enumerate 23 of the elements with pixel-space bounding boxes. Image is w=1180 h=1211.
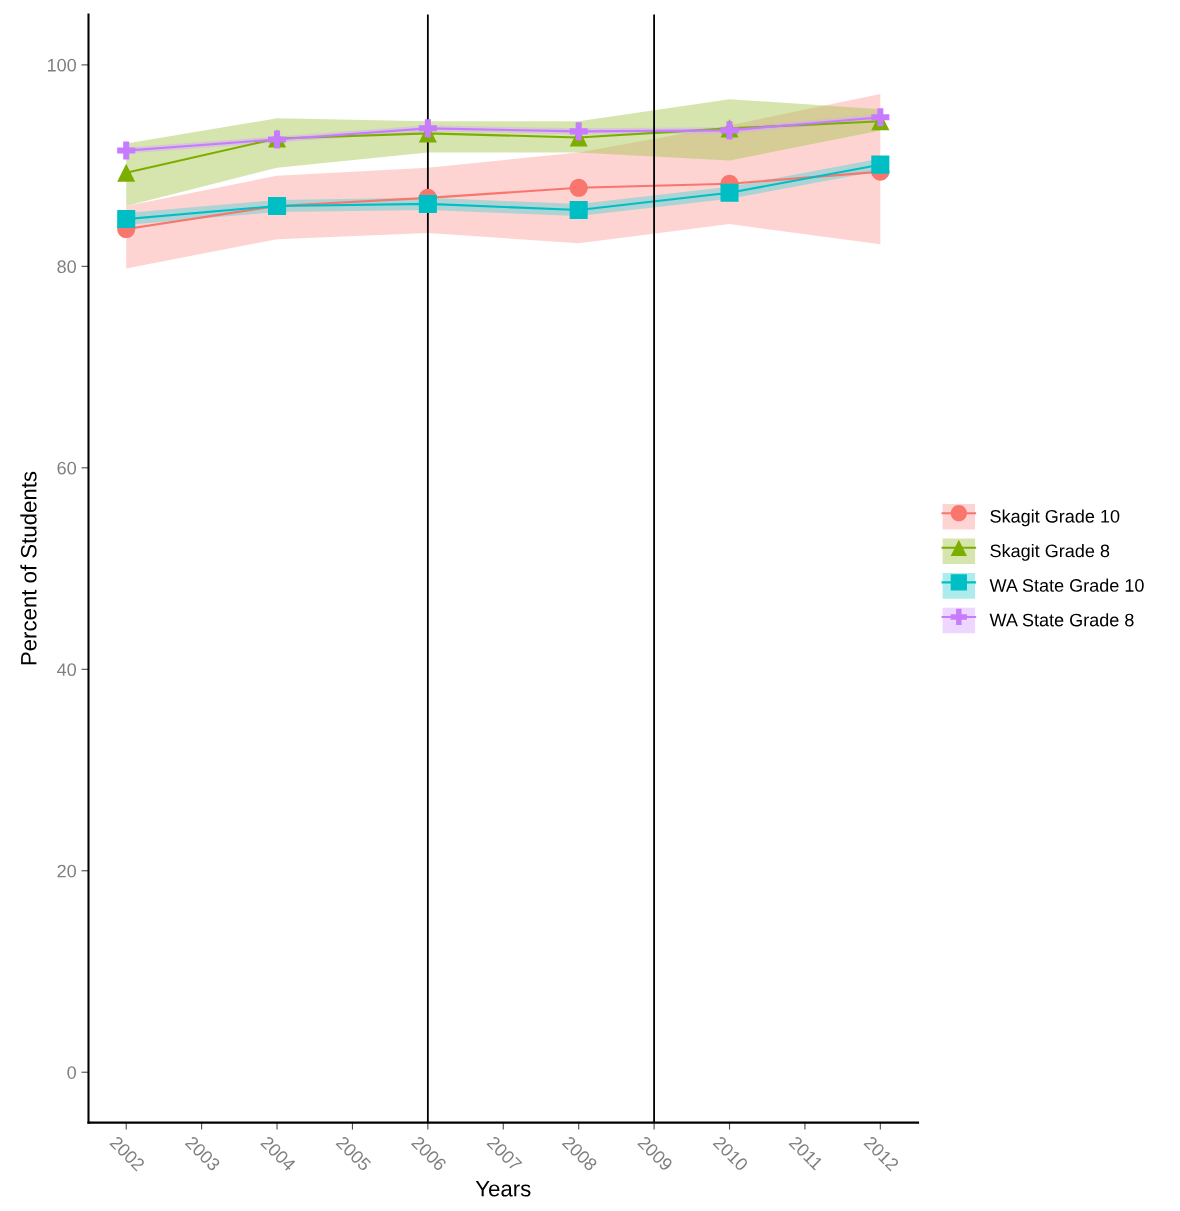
point (117, 163, 136, 182)
point (569, 122, 588, 141)
point (418, 119, 437, 138)
y-tick-label: 20 (57, 864, 76, 878)
y-tick-label: 40 (57, 663, 76, 677)
y-tick-label: 100 (47, 58, 76, 72)
point (871, 108, 890, 127)
legend-label: WA State Grade 10 (989, 578, 1144, 592)
point (117, 141, 136, 160)
y-axis-title: Percent of Students (20, 471, 37, 665)
y-tick-label: 80 (57, 260, 76, 274)
point (418, 194, 437, 213)
point (720, 183, 739, 202)
legend-label: Skagit Grade 8 (990, 544, 1110, 561)
point (569, 178, 588, 197)
x-axis-title: Years (475, 1181, 531, 1197)
legend-label: Skagit Grade 10 (990, 509, 1120, 527)
point (569, 200, 588, 219)
y-tick-label: 0 (67, 1066, 76, 1079)
legend-label: WA State Grade 8 (989, 613, 1134, 627)
y-tick-label: 60 (57, 461, 76, 475)
point (871, 155, 890, 174)
point (117, 209, 136, 229)
